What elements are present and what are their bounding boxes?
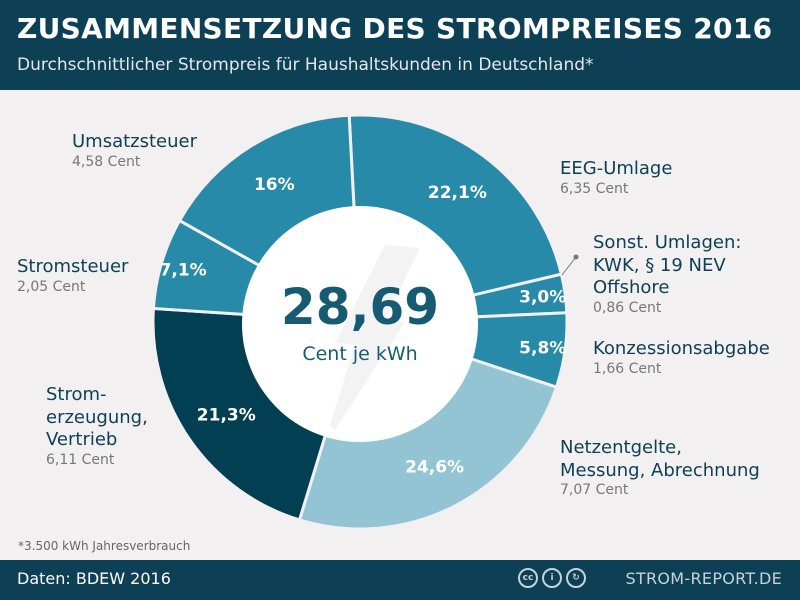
- slice-label: Strom-erzeugung, Vertrieb 6,11 Cent: [46, 384, 148, 469]
- slice-label: Stromsteuer 2,05 Cent: [17, 256, 128, 296]
- percent-label: 16%: [254, 175, 295, 195]
- percent-label: 22,1%: [428, 183, 487, 203]
- leader-line: [561, 256, 577, 276]
- slice-value: 1,66 Cent: [593, 360, 662, 377]
- slice-name: Umsatzsteuer: [72, 131, 198, 152]
- slice-name: Sonst. Umlagen:: [593, 232, 742, 253]
- slice-value: 0,86 Cent: [593, 299, 662, 316]
- slice-name: Messung, Abrechnung: [560, 459, 760, 481]
- percent-label: 24,6%: [405, 457, 464, 477]
- lightning-bolt-icon: [330, 245, 420, 430]
- percent-label: 7,1%: [160, 260, 207, 280]
- footnote: *3.500 kWh Jahresverbrauch: [18, 539, 191, 553]
- center-total-value: 28,69: [280, 278, 440, 336]
- slice-value: 6,11 Cent: [46, 451, 115, 468]
- percent-label: 21,3%: [197, 405, 256, 425]
- slice-name: Offshore: [593, 277, 670, 298]
- slice-name: EEG-Umlage: [560, 158, 673, 179]
- slice-label: Sonst. Umlagen: KWK, § 19 NEV Offshore 0,86…: [593, 232, 741, 317]
- slice-value: 6,35 Cent: [560, 180, 629, 197]
- slice-value: 2,05 Cent: [17, 278, 86, 295]
- cc-icon: cc: [518, 568, 538, 588]
- slice-name: Stromsteuer: [17, 256, 129, 277]
- share-alike-icon: ↻: [566, 568, 586, 588]
- slice-label: Konzessionsabgabe 1,66 Cent: [593, 338, 770, 378]
- slice-label: Netzentgelte, Messung, Abrechnung 7,07 Cen…: [560, 437, 760, 500]
- slice-value: 7,07 Cent: [560, 482, 629, 498]
- leader-dot: [573, 254, 579, 260]
- slice-value: 4,58 Cent: [72, 153, 141, 170]
- by-icon: i: [542, 568, 562, 588]
- slice-name: Vertrieb: [46, 429, 118, 450]
- chart-title: ZUSAMMENSETZUNG DES STROMPREISES 2016: [17, 12, 773, 45]
- center-total-unit: Cent je kWh: [302, 343, 418, 365]
- slice-name: KWK, § 19 NEV: [593, 254, 726, 276]
- slice-label: EEG-Umlage 6,35 Cent: [560, 158, 672, 198]
- chart-subtitle: Durchschnittlicher Strompreis für Hausha…: [17, 55, 594, 75]
- slice-label: Umsatzsteuer 4,58 Cent: [72, 131, 197, 171]
- footer: Daten: BDEW 2016 cc i ↻ STROM-REPORT.DE: [0, 560, 800, 600]
- data-source: Daten: BDEW 2016: [17, 569, 171, 588]
- slice-name: Konzessionsabgabe: [593, 338, 770, 359]
- percent-label: 3,0%: [519, 287, 566, 307]
- slice-name: erzeugung,: [46, 406, 148, 428]
- slice-name: Strom-: [46, 384, 107, 405]
- brand-name: STROM-REPORT.DE: [625, 569, 782, 588]
- slice-name: Netzentgelte,: [560, 437, 682, 458]
- header: ZUSAMMENSETZUNG DES STROMPREISES 2016 Du…: [0, 0, 800, 90]
- percent-label: 5,8%: [519, 338, 566, 358]
